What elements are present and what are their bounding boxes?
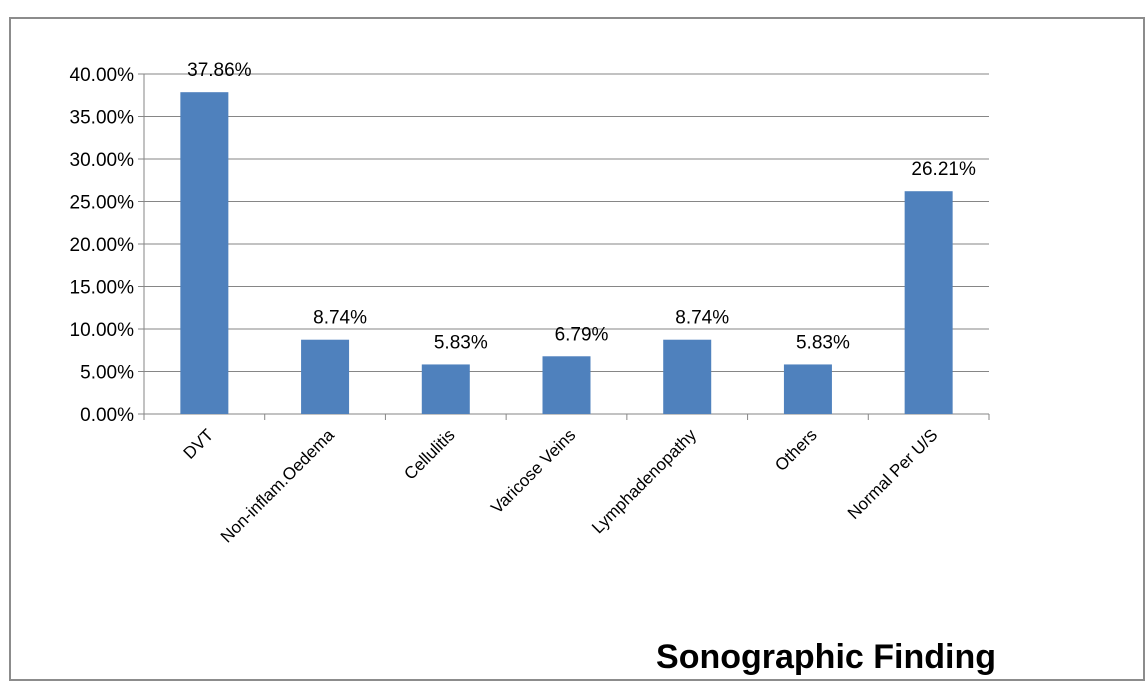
- category-label: Lymphadenopathy: [588, 425, 700, 537]
- y-tick-label: 30.00%: [70, 150, 135, 171]
- bar: [421, 364, 470, 414]
- bar: [180, 92, 229, 414]
- gridlines: [144, 73, 989, 372]
- data-label: 8.74%: [313, 308, 367, 329]
- y-tick-label: 35.00%: [70, 108, 135, 129]
- data-label: 8.74%: [675, 308, 729, 329]
- category-label: Non-inflam.Oedema: [217, 425, 338, 546]
- data-labels: 37.86% 8.74% 5.83% 6.79% 8.74% 5.83% 26.21%: [187, 60, 976, 353]
- y-tick-label: 10.00%: [70, 320, 135, 341]
- data-label: 26.21%: [911, 159, 976, 180]
- category-label: Others: [771, 425, 821, 475]
- category-label: Normal Per U/S: [844, 425, 942, 523]
- bar: [301, 339, 350, 414]
- bar: [663, 339, 712, 414]
- data-label: 5.83%: [434, 332, 488, 353]
- category-label: DVT: [180, 425, 217, 462]
- category-label: Varicose Veins: [487, 425, 579, 517]
- category-label: Cellulitis: [400, 425, 458, 483]
- data-label: 6.79%: [555, 324, 609, 345]
- y-tick-label: 40.00%: [70, 65, 135, 86]
- bar: [904, 191, 953, 414]
- y-tick-label: 5.00%: [80, 363, 134, 384]
- y-tick-label: 15.00%: [70, 278, 135, 299]
- bars: [180, 92, 953, 414]
- y-tick-label: 25.00%: [70, 193, 135, 214]
- bar: [783, 364, 832, 414]
- chart-title: Sonographic Finding: [656, 638, 996, 676]
- bar: [542, 356, 591, 414]
- category-labels: DVT Non-inflam.Oedema Cellulitis Varicose V…: [180, 425, 942, 546]
- data-label: 5.83%: [796, 332, 850, 353]
- y-tick-label: 0.00%: [80, 405, 134, 426]
- y-tick-labels: 0.00% 5.00% 10.00% 15.00% 20.00% 25.00% 30.00%…: [70, 65, 135, 426]
- y-tick-label: 20.00%: [70, 235, 135, 256]
- data-label: 37.86%: [187, 60, 252, 81]
